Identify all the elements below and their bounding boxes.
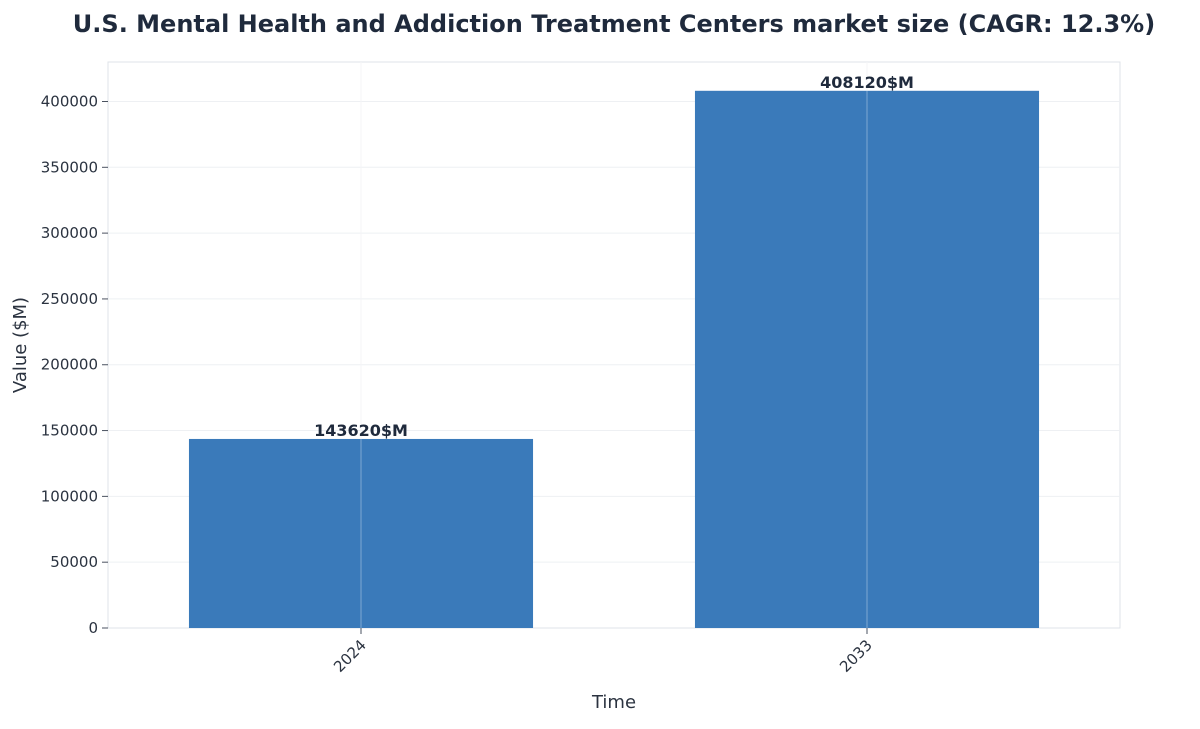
x-tick-label: 2033 [836, 636, 876, 676]
bar-2024 [188, 438, 534, 628]
y-tick-label: 350000 [41, 158, 98, 176]
bars-layer [188, 90, 1040, 629]
x-axis-label: Time [591, 692, 636, 713]
y-tick-label: 0 [88, 619, 98, 637]
x-tick-label: 2024 [330, 636, 370, 676]
data-labels-layer: 143620$M 408120$M [314, 73, 914, 440]
bar-2033 [694, 90, 1040, 629]
y-tick-label: 300000 [41, 224, 98, 242]
x-axis-ticks: 2024 2033 [330, 628, 876, 676]
data-label: 408120$M [820, 73, 914, 92]
y-tick-label: 100000 [41, 487, 98, 505]
y-tick-label: 400000 [41, 92, 98, 110]
chart-title: U.S. Mental Health and Addiction Treatme… [73, 10, 1155, 38]
y-tick-label: 250000 [41, 290, 98, 308]
y-axis-label: Value ($M) [10, 297, 31, 393]
y-tick-label: 200000 [41, 356, 98, 374]
plot-area-frame [107, 61, 1121, 629]
y-tick-label: 50000 [50, 553, 98, 571]
vertical-grid-layer [360, 62, 868, 628]
data-label: 143620$M [314, 421, 408, 440]
y-axis-ticks: 0 50000 100000 150000 200000 250000 300000 3500… [41, 92, 108, 637]
y-tick-label: 150000 [41, 422, 98, 440]
